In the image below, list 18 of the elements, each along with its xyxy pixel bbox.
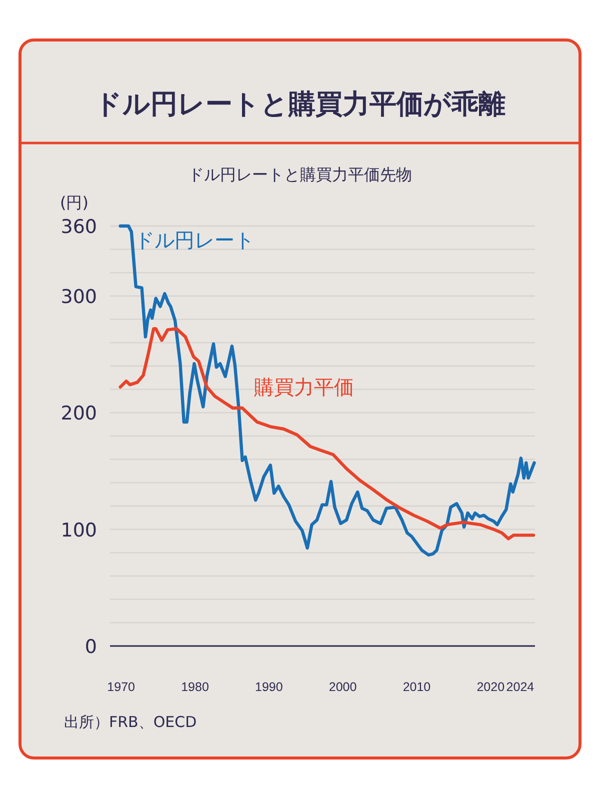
xtick: 2000 bbox=[328, 680, 357, 694]
ytick: 300 bbox=[60, 286, 97, 308]
xtick: 1980 bbox=[181, 680, 209, 694]
ytick: 200 bbox=[60, 402, 97, 425]
series-label: ドル円レート bbox=[134, 228, 254, 252]
annotation: 出所）FRB、OECD bbox=[64, 713, 197, 731]
xtick: 2024 bbox=[506, 680, 534, 694]
xtick: 2010 bbox=[402, 680, 431, 694]
ylabel: (円) bbox=[60, 193, 88, 212]
xtick: 1970 bbox=[107, 680, 135, 694]
title: ドル円レートと購買力平価が乖離 bbox=[94, 89, 506, 120]
xtick: 2020 bbox=[476, 680, 505, 694]
xtick: 1990 bbox=[255, 680, 283, 694]
subtitle: ドル円レートと購買力平価先物 bbox=[188, 165, 412, 184]
ytick: 360 bbox=[60, 216, 97, 238]
series-label: 購買力平価 bbox=[254, 375, 354, 399]
ytick: 0 bbox=[84, 636, 97, 658]
ytick: 100 bbox=[60, 519, 97, 542]
